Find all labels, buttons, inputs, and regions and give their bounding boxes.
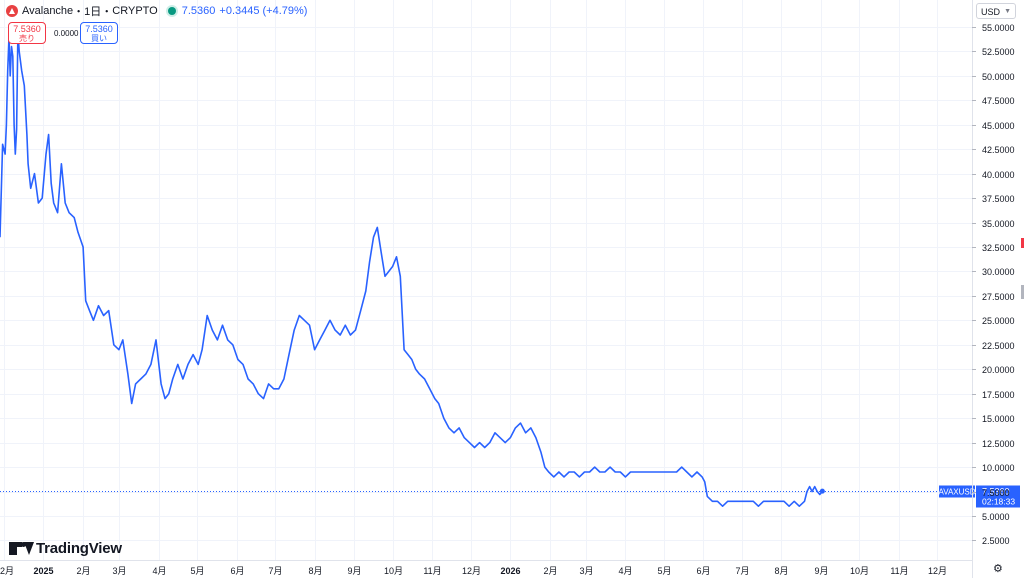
chevron-down-icon: ▼	[1004, 8, 1011, 15]
x-tick-label: 12月	[462, 566, 481, 576]
x-tick-label: 2026	[500, 566, 520, 576]
y-tick-label: 17.5000	[982, 390, 1015, 400]
separator: ・	[101, 6, 113, 18]
x-tick-label: 9月	[347, 566, 361, 576]
y-tick-label: 40.0000	[982, 170, 1015, 180]
x-tick-label: 2月	[76, 566, 90, 576]
y-tick-label: 22.5000	[982, 341, 1015, 351]
y-tick-label: 45.0000	[982, 121, 1015, 131]
x-tick-label: 2025	[33, 566, 53, 576]
x-tick-label: 8月	[308, 566, 322, 576]
sell-price: 7.5360	[13, 24, 41, 34]
y-tick-label: 50.0000	[982, 72, 1015, 82]
price-series-line	[0, 30, 824, 508]
x-tick-label: 5月	[190, 566, 204, 576]
x-tick-label: 3月	[112, 566, 126, 576]
brand-name: TradingView	[36, 539, 122, 557]
scroll-handle[interactable]	[1021, 285, 1024, 299]
x-tick-label: 12月	[0, 566, 14, 576]
y-tick-label: 20.0000	[982, 365, 1015, 375]
y-tick-label: 52.5000	[982, 47, 1015, 57]
y-tick-label: 15.0000	[982, 414, 1015, 424]
x-tick-label: 7月	[268, 566, 282, 576]
buy-price: 7.5360	[85, 24, 113, 34]
y-tick-label: 42.5000	[982, 145, 1015, 155]
x-tick-label: 2月	[543, 566, 557, 576]
chart-grid	[0, 0, 972, 560]
avalanche-logo-icon	[6, 5, 18, 17]
symbol-name[interactable]: Avalanche	[22, 5, 74, 17]
x-tick-label: 5月	[657, 566, 671, 576]
y-tick-label: 2.5000	[982, 536, 1010, 546]
market-open-icon	[167, 7, 176, 15]
x-tick-label: 4月	[618, 566, 632, 576]
exchange-label: CRYPTO	[112, 5, 158, 17]
sell-button[interactable]: 7.5360 売り	[8, 22, 46, 44]
header-price: 7.5360	[181, 5, 216, 17]
y-tick-label: 5.0000	[982, 512, 1010, 522]
buy-label: 買い	[91, 34, 107, 43]
separator: ・	[73, 6, 85, 18]
tradingview-mark-icon	[9, 541, 34, 555]
sell-label: 売り	[19, 34, 35, 43]
x-tick-label: 7月	[735, 566, 749, 576]
y-tick-label: 7.5000	[982, 488, 1010, 498]
tradingview-logo[interactable]: TradingView	[9, 539, 122, 557]
side-marker-red	[1021, 238, 1024, 248]
spread-value: 0.0000	[54, 29, 79, 38]
y-tick-label: 30.0000	[982, 267, 1015, 277]
y-tick-label: 32.5000	[982, 243, 1015, 253]
x-tick-label: 8月	[774, 566, 788, 576]
interval-label[interactable]: 1日	[84, 6, 102, 18]
buy-button[interactable]: 7.5360 買い	[80, 22, 118, 44]
y-tick-label: 47.5000	[982, 96, 1015, 106]
last-price-label: 7.5360	[982, 487, 1010, 497]
x-tick-label: 6月	[230, 566, 244, 576]
x-tick-label: 11月	[890, 566, 908, 576]
price-line-layer	[0, 30, 825, 508]
x-tick-label: 10月	[384, 566, 403, 576]
x-tick-label: 9月	[814, 566, 828, 576]
header-change-pct: (+4.79%)	[262, 5, 308, 17]
y-tick-label: 35.0000	[982, 219, 1015, 229]
y-tick-label: 10.0000	[982, 463, 1015, 473]
countdown-label: 02:18:33	[982, 497, 1015, 507]
symbol-tag	[939, 485, 975, 498]
last-price-tag	[976, 485, 1020, 508]
currency-label: USD	[981, 7, 1001, 17]
x-tick-label: 12月	[928, 566, 947, 576]
x-tick-label: 11月	[423, 566, 441, 576]
x-tick-label: 4月	[152, 566, 166, 576]
y-tick-label: 12.5000	[982, 439, 1015, 449]
price-axis[interactable]: 2.5000 5.0000 7.5000 10.0000 12.5000 15.0000 1…	[972, 0, 1015, 578]
header-change: +0.3445	[219, 5, 260, 17]
y-tick-label: 55.0000	[982, 23, 1015, 33]
currency-select[interactable]: USD ▼	[976, 3, 1016, 19]
x-tick-label: 6月	[696, 566, 710, 576]
x-tick-label: 10月	[850, 566, 869, 576]
y-tick-label: 37.5000	[982, 194, 1015, 204]
time-axis[interactable]: 12月 2025 2月 3月 4月 5月 6月 7月 8月 9月 10月 11月 12月 2026 2月 3月…	[0, 560, 972, 577]
x-tick-label: 3月	[579, 566, 593, 576]
y-tick-label: 25.0000	[982, 316, 1015, 326]
y-tick-label: 27.5000	[982, 292, 1015, 302]
gear-icon[interactable]: ⚙	[993, 563, 1003, 575]
symbol-tag-label: AVAXUSD	[938, 488, 975, 497]
symbol-header[interactable]: Avalanche ・ 1日 ・ CRYPTO 7.5360 +0.3445 (…	[6, 4, 307, 18]
